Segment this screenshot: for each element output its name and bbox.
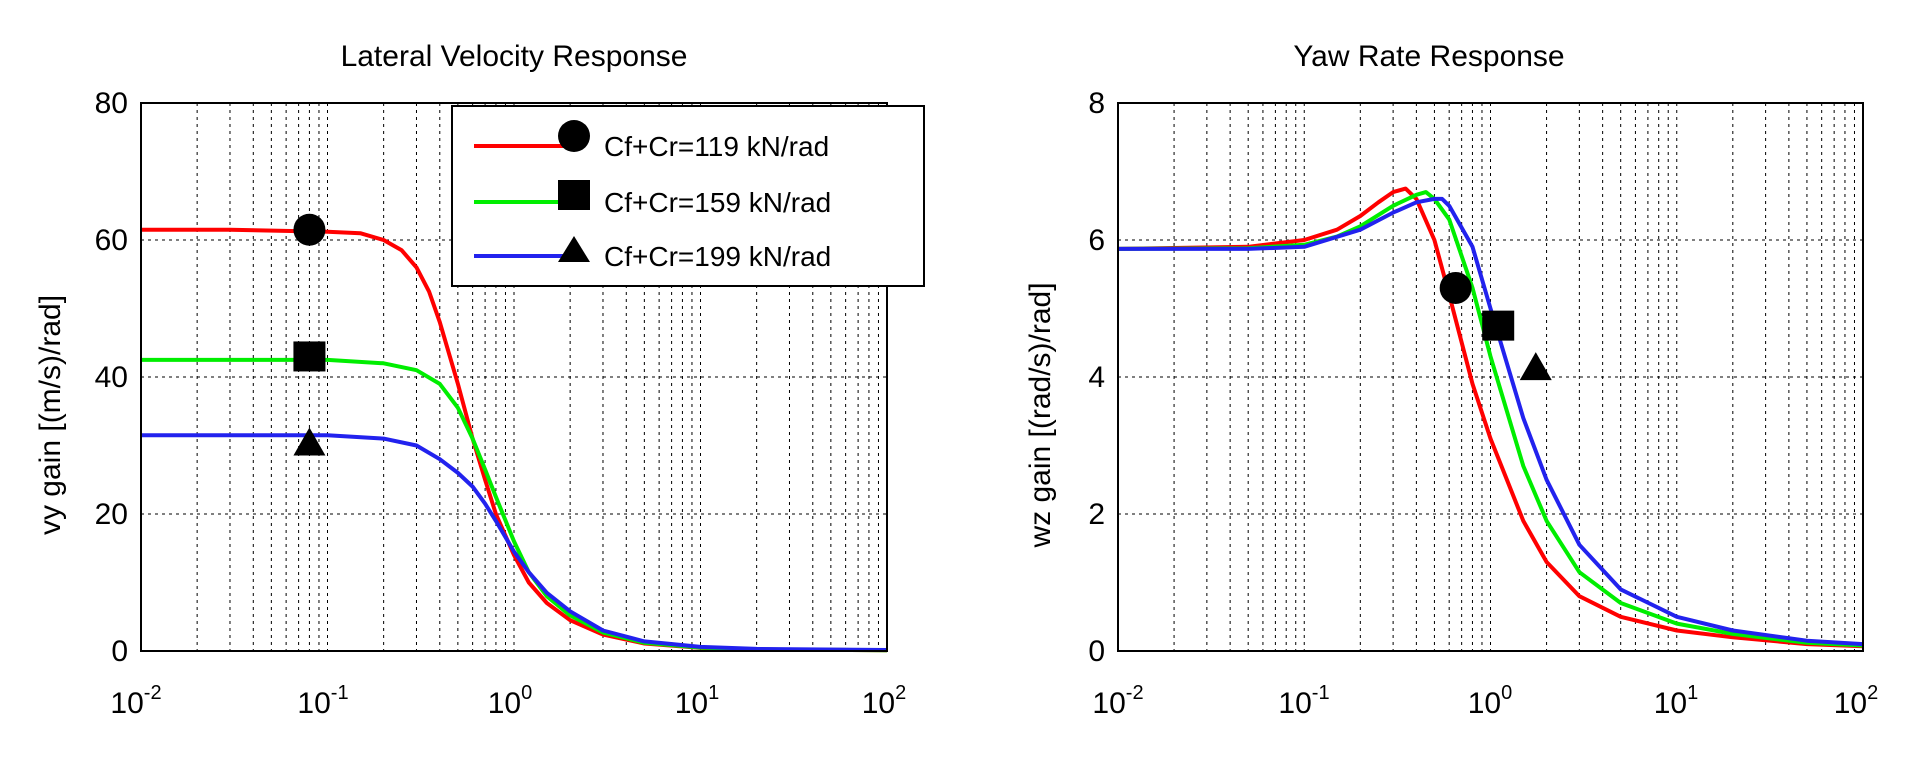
tick-labels-lateral: 0 20 40 60 80 10-2 10-1 100 101 102 [95, 87, 907, 720]
chart-lateral-velocity: Lateral Velocity Response vy gain [(m/s)… [34, 40, 925, 720]
legend-marker-square [558, 180, 590, 210]
y-tick-label: 2 [1088, 498, 1105, 531]
y-tick-label: 0 [111, 635, 128, 668]
plot-frame-lateral [140, 102, 888, 652]
legend-marker-triangle [558, 236, 590, 262]
series-markers-yaw [1439, 271, 1552, 381]
series-markers-lateral [293, 213, 326, 456]
y-tick-label: 20 [95, 498, 128, 531]
marker-triangle [1519, 352, 1552, 381]
legend-entry: Cf+Cr=159 kN/rad [474, 180, 831, 218]
legend: Cf+Cr=119 kN/rad Cf+Cr=159 kN/rad Cf+Cr=… [451, 105, 925, 287]
y-tick-label: 4 [1088, 361, 1105, 394]
x-tick-label: 100 [1468, 682, 1513, 720]
y-axis-label-lateral: vy gain [(m/s)/rad] [34, 295, 67, 535]
x-tick-label: 100 [488, 682, 533, 720]
series-line [141, 357, 888, 653]
y-tick-label: 80 [95, 87, 128, 120]
x-tick-label: 10-2 [110, 682, 161, 720]
marker-triangle [293, 427, 326, 456]
legend-label: Cf+Cr=159 kN/rad [604, 187, 831, 218]
y-tick-label: 60 [95, 224, 128, 257]
legend-marker-circle [558, 120, 590, 152]
y-tick-label: 0 [1088, 635, 1105, 668]
x-tick-label: 101 [1654, 682, 1699, 720]
series-line [1118, 196, 1864, 647]
x-tick-label: 10-1 [1278, 682, 1329, 720]
x-tick-label: 10-2 [1092, 682, 1143, 720]
legend-label: Cf+Cr=199 kN/rad [604, 241, 831, 272]
y-tick-label: 6 [1088, 224, 1105, 257]
plot-frame-yaw [1117, 102, 1864, 652]
tick-labels-yaw: 0 2 4 6 8 10-2 10-1 100 101 102 [1088, 87, 1878, 720]
x-tick-label: 102 [862, 682, 907, 720]
x-tick-label: 102 [1834, 682, 1879, 720]
marker-circle [1439, 271, 1472, 304]
series-line [141, 433, 888, 652]
legend-entry: Cf+Cr=199 kN/rad [474, 236, 831, 272]
y-tick-label: 8 [1088, 87, 1105, 120]
gridlines-yaw [1118, 103, 1863, 651]
marker-circle [293, 213, 326, 246]
y-tick-label: 40 [95, 361, 128, 394]
x-tick-label: 101 [675, 682, 720, 720]
series-lines-lateral [141, 227, 888, 653]
chart-yaw-rate: Yaw Rate Response wz gain [(rad/s)/rad] … [1024, 40, 1878, 720]
x-tick-label: 10-1 [297, 682, 348, 720]
marker-square [293, 341, 326, 372]
legend-entry: Cf+Cr=119 kN/rad [474, 120, 829, 162]
y-axis-label-yaw: wz gain [(rad/s)/rad] [1024, 282, 1057, 548]
legend-label: Cf+Cr=119 kN/rad [604, 131, 829, 162]
chart-title-yaw: Yaw Rate Response [1293, 40, 1564, 73]
marker-square [1482, 310, 1515, 341]
chart-title-lateral: Lateral Velocity Response [341, 40, 688, 73]
